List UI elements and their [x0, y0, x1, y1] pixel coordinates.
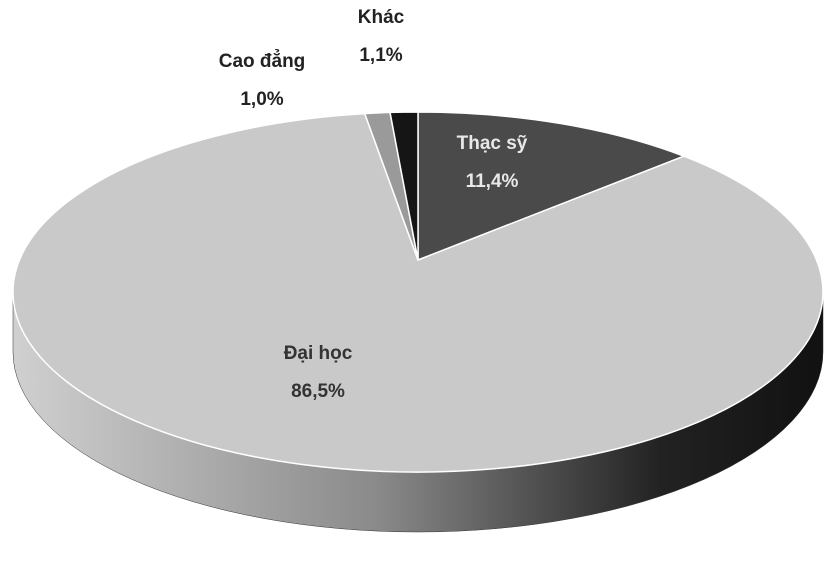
slice-label: Cao đẳng — [219, 50, 306, 72]
pie-slice — [12, 112, 824, 473]
slice-value-label: 11,4% — [466, 171, 519, 192]
slice-value-label: 1,1% — [359, 45, 402, 66]
pie-slice — [389, 111, 419, 261]
slice-value-label: 1,0% — [240, 89, 283, 110]
slice-value-label: 86,5% — [291, 381, 345, 402]
slice-label: Đại học — [284, 343, 353, 364]
slice-label: Thạc sỹ — [457, 133, 528, 154]
pie-slice — [417, 111, 686, 262]
slice-label: Khác — [358, 7, 405, 28]
